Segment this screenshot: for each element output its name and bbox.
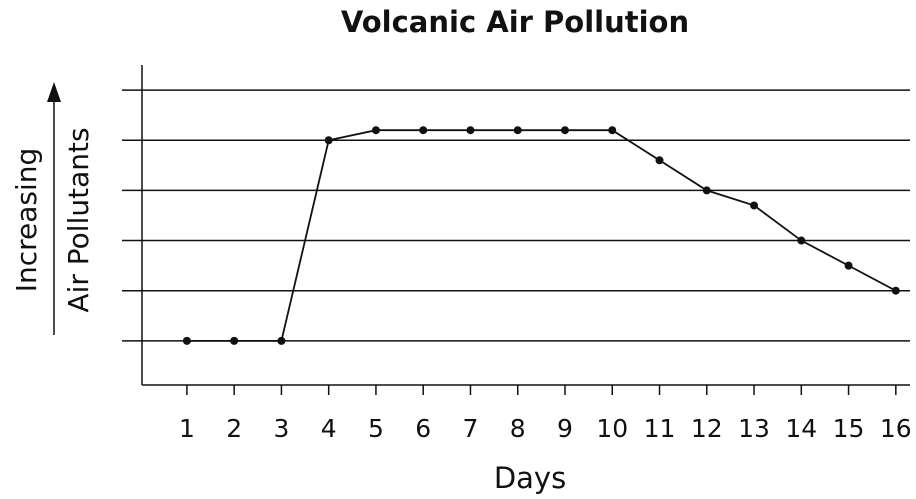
- point: [560, 126, 569, 135]
- x-tick-label: 6: [415, 414, 431, 443]
- arrow-head: [47, 82, 61, 102]
- line: [186, 129, 897, 342]
- x-axis-label: Days: [494, 461, 566, 495]
- x-tick-label: 5: [368, 414, 384, 443]
- y-axis-label: Air Pollutants: [62, 127, 95, 312]
- x-tick-label: 14: [785, 414, 817, 443]
- point: [797, 236, 806, 245]
- x-tick-label: 16: [880, 414, 912, 443]
- point: [844, 261, 853, 270]
- point: [608, 126, 617, 135]
- x-tick-label: 8: [510, 414, 526, 443]
- x-tick-label: 7: [463, 414, 479, 443]
- point: [324, 136, 333, 145]
- x-tick-label: 2: [226, 414, 242, 443]
- x-tick-label: 4: [321, 414, 337, 443]
- point: [891, 286, 900, 295]
- y-axis-label: Increasing: [10, 148, 43, 293]
- point: [466, 126, 475, 135]
- point: [419, 126, 428, 135]
- x-tick-label: 12: [691, 414, 723, 443]
- x-tick-label: 1: [179, 414, 195, 443]
- point: [750, 201, 759, 210]
- point: [702, 186, 711, 195]
- x-tick-label: 9: [557, 414, 573, 443]
- point: [277, 336, 286, 345]
- x-tick-label: 15: [833, 414, 865, 443]
- point: [513, 126, 522, 135]
- point: [655, 156, 664, 165]
- point: [230, 336, 239, 345]
- x-tick-label: 11: [644, 414, 676, 443]
- x-tick-label: 13: [738, 414, 770, 443]
- x-tick-label: 10: [596, 414, 628, 443]
- x-tick-label: 3: [273, 414, 289, 443]
- point: [182, 336, 191, 345]
- chart-title: Volcanic Air Pollution: [341, 5, 689, 39]
- point: [371, 126, 380, 135]
